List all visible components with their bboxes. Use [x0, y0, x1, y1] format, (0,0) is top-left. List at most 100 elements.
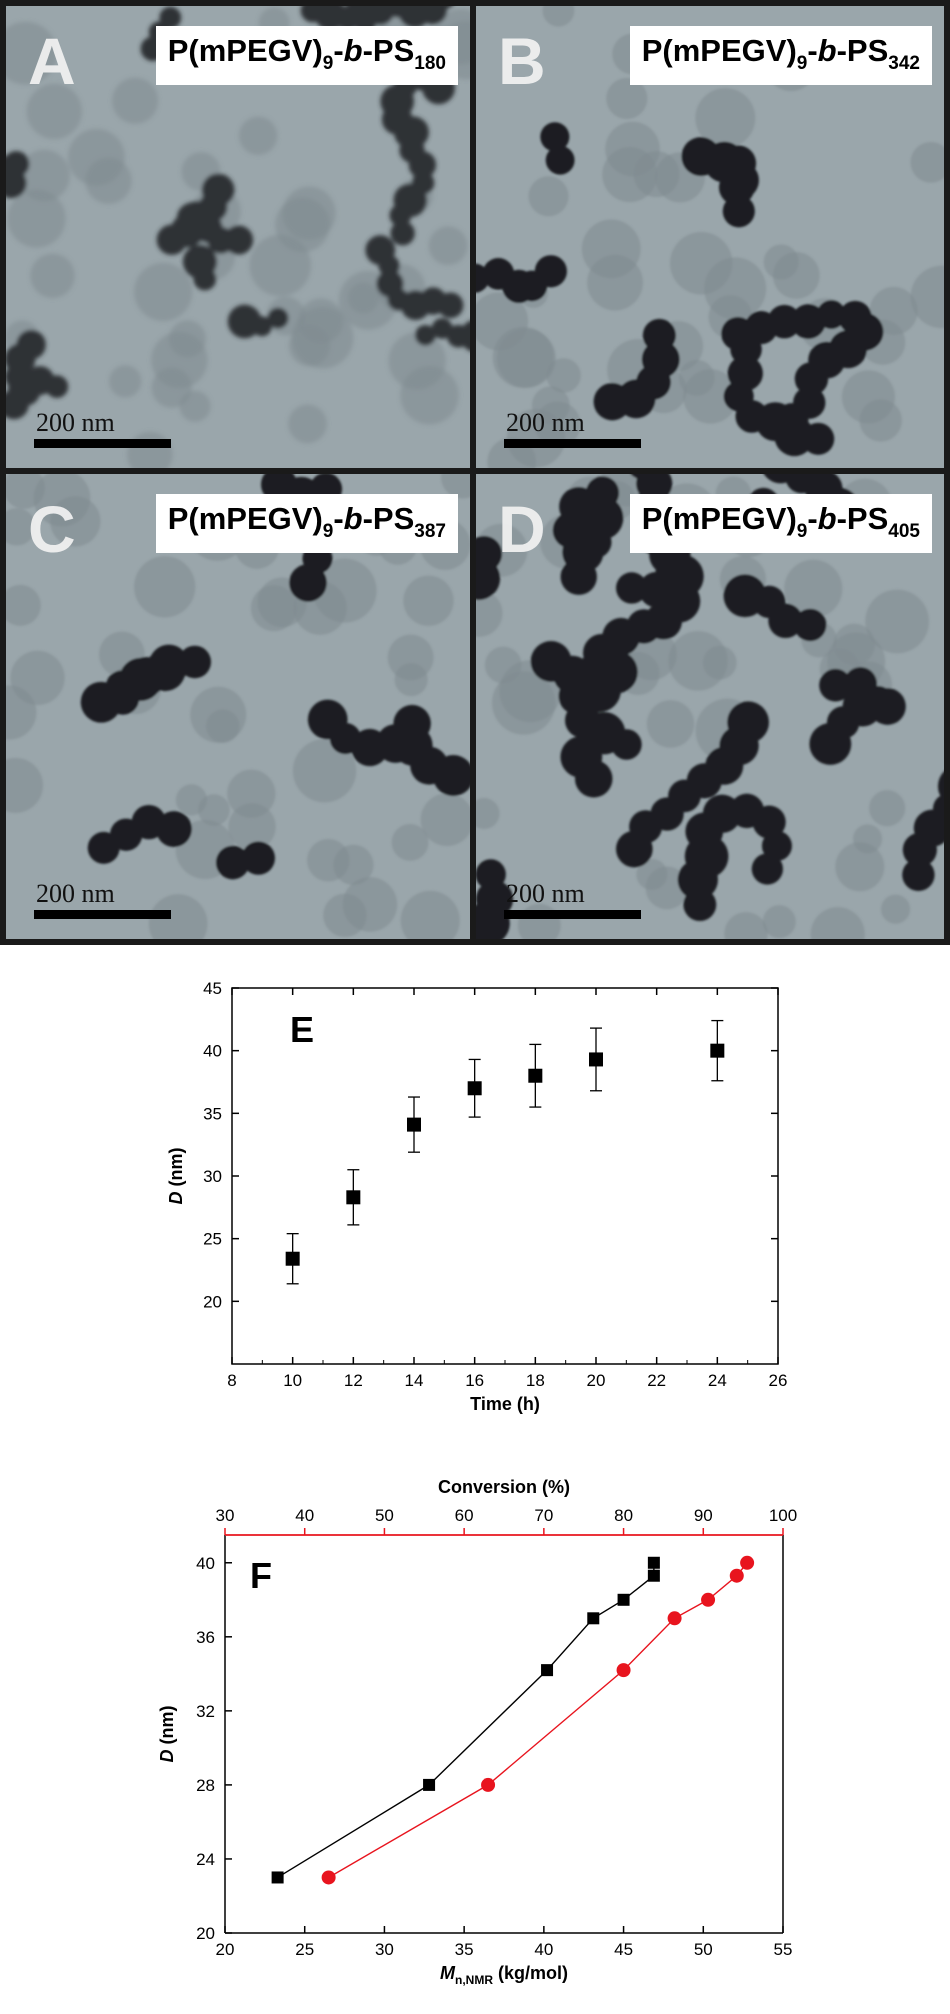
diffuse-particle [333, 844, 374, 886]
diffuse-particle [190, 686, 247, 743]
data-point [729, 1568, 744, 1583]
diffuse-particle [391, 824, 429, 861]
particle-clusters [476, 6, 944, 468]
micelle-particle [6, 157, 10, 175]
diffuse-particle [581, 219, 641, 279]
y-tick-label: 25 [203, 1230, 222, 1249]
diffuse-particle [238, 116, 278, 155]
tem-panel-a: A P(mPEGV)9-b-PS180 200 nm [6, 6, 470, 468]
diffuse-particle [6, 508, 36, 546]
data-point [647, 1556, 660, 1569]
x-tick-label: 35 [455, 1940, 474, 1959]
y-tick-label: 40 [196, 1554, 215, 1573]
diffuse-particle [7, 189, 66, 248]
diffuse-particle [403, 575, 454, 626]
data-point [285, 1251, 300, 1266]
x-tick-label: 10 [283, 1371, 302, 1390]
x2-tick-label: 30 [216, 1506, 235, 1525]
diffuse-particle [910, 141, 944, 183]
micelle-particle [791, 304, 826, 339]
micelle-particle [802, 422, 835, 455]
diffuse-particle [26, 83, 82, 140]
data-point [710, 1043, 725, 1058]
data-point [587, 1612, 600, 1625]
micelle-particle [763, 474, 798, 484]
scale-bar-label: 200 nm [506, 408, 585, 437]
micelle-particle [182, 244, 217, 279]
scale-bar [504, 439, 641, 448]
diffuse-particle [282, 186, 336, 240]
scale-bar-label: 200 nm [506, 879, 585, 908]
x2-tick-label: 40 [295, 1506, 314, 1525]
micelle-particle [579, 495, 624, 540]
x-tick-label: 18 [526, 1371, 545, 1390]
diffuse-particle [869, 790, 906, 827]
micelle-particle [534, 255, 567, 288]
micelle-particle [476, 556, 501, 600]
diffuse-particle [476, 798, 500, 829]
particle-clusters [476, 474, 944, 939]
data-point [617, 1593, 630, 1606]
micelle-particle [751, 853, 783, 885]
micelle-particle [476, 901, 510, 939]
micelle-particle [241, 841, 275, 875]
micelle-particle [476, 584, 477, 595]
micelle-particle [431, 318, 453, 339]
tem-image-grid: A P(mPEGV)9-b-PS180 200 nm B P(mPEGV)9-b… [0, 0, 950, 945]
diffuse-particle [636, 858, 668, 890]
micelle-particle [307, 699, 348, 740]
x-tick-label: 45 [614, 1940, 633, 1959]
data-point [667, 1611, 682, 1626]
micrograph-texture [476, 6, 944, 468]
diffuse-particle [400, 366, 459, 425]
x-tick-label: 20 [587, 1371, 606, 1390]
micelle-particle [6, 389, 29, 420]
diffuse-particle [428, 226, 468, 266]
polymer-label: P(mPEGV)9-b-PS180 [155, 26, 458, 85]
diffuse-particle [542, 6, 575, 27]
y-tick-label: 28 [196, 1776, 215, 1795]
x-axis-title: Mn,NMR (kg/mol) [440, 1963, 568, 1987]
diffuse-particle [6, 21, 57, 85]
diffuse-particle [127, 431, 173, 468]
diffuse-particle [784, 559, 843, 618]
y-tick-label: 40 [203, 1042, 222, 1061]
micelle-particle [437, 292, 464, 319]
diffuse-particle [762, 905, 796, 939]
diffuse-particle [10, 650, 65, 706]
x-axis-title: Time (h) [470, 1394, 540, 1414]
diffuse-particle [312, 558, 377, 623]
x-tick-label: 55 [774, 1940, 793, 1959]
diffuse-particle [810, 907, 865, 939]
micelle-particle [432, 755, 470, 796]
diffuse-particle [763, 244, 799, 280]
data-point [423, 1778, 436, 1791]
x-tick-label: 22 [647, 1371, 666, 1390]
micelle-particle [817, 300, 846, 329]
diffuse-particle [6, 584, 41, 626]
y-tick-label: 24 [196, 1850, 215, 1869]
diffuse-particle [323, 893, 367, 938]
scale-bar-label: 200 nm [36, 408, 115, 437]
particle-clusters [6, 6, 470, 468]
diffuse-particle [695, 88, 756, 149]
diffuse-particle [292, 739, 357, 803]
tem-panel-b: B P(mPEGV)9-b-PS342 200 nm [476, 6, 944, 468]
chart-e: 8 10 12 14 16 18 20 22 24 26 20 25 30 35 40 45 Time (h) D… [166, 979, 787, 1414]
micelle-particle [459, 320, 470, 352]
x-tick-label: 24 [708, 1371, 727, 1390]
diffuse-particle [134, 262, 193, 322]
x-tick-label: 12 [344, 1371, 363, 1390]
series-line-0 [277, 1562, 655, 1879]
diffuse-particle [859, 399, 902, 442]
micelle-particle [642, 318, 676, 352]
micelle-particle [785, 474, 819, 494]
x2-tick-label: 60 [455, 1506, 474, 1525]
micrograph-texture [6, 474, 470, 939]
diffuse-particle [492, 326, 554, 388]
micelle-particle [615, 572, 648, 604]
x-tick-label: 8 [227, 1371, 236, 1390]
x-tick-label: 25 [295, 1940, 314, 1959]
diffuse-particle [18, 149, 70, 202]
micelle-particle [378, 255, 400, 277]
